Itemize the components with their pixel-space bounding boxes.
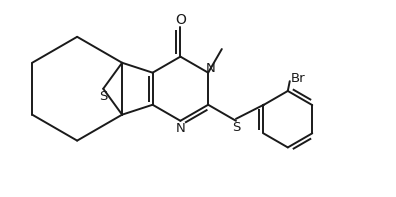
Text: O: O xyxy=(175,13,186,27)
Text: Br: Br xyxy=(291,72,306,85)
Text: N: N xyxy=(205,62,215,75)
Text: N: N xyxy=(175,122,185,135)
Text: S: S xyxy=(99,90,107,103)
Text: S: S xyxy=(232,121,241,134)
